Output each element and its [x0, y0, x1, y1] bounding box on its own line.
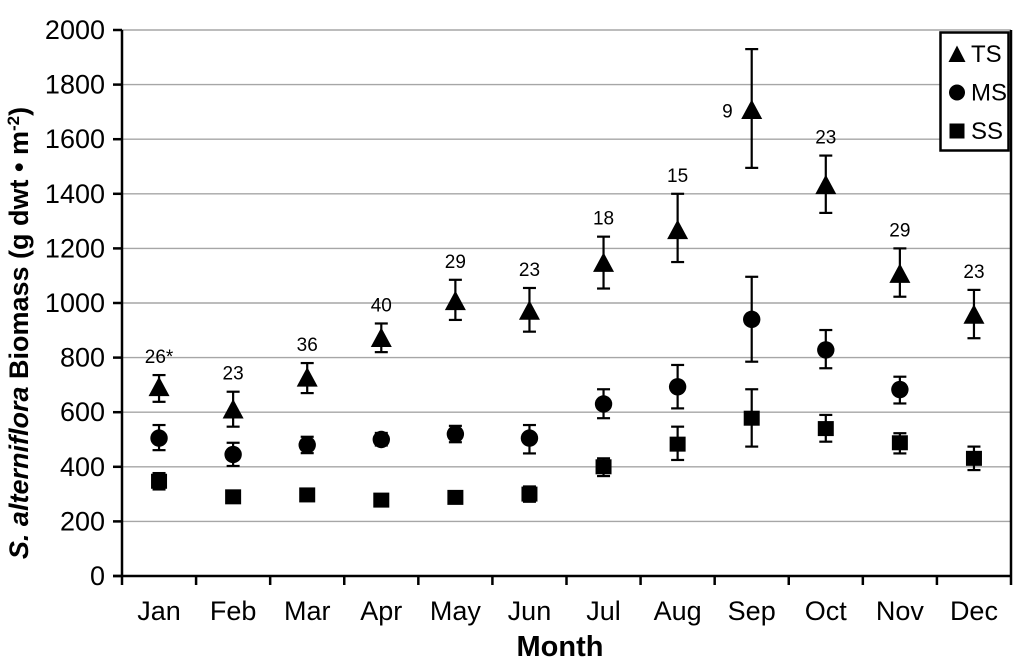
- marker-triangle-Dec: [963, 304, 985, 324]
- x-tick-label-May: May: [430, 596, 482, 626]
- marker-square-Jan: [151, 473, 168, 489]
- sample-size-label-Aug: 15: [667, 166, 688, 187]
- plot-area: 0 200 400 600 800 1000 1200 1400 1600 1800 2000 Jan…: [45, 15, 1013, 626]
- marker-square-Oct: [817, 421, 834, 437]
- x-tick-label-Jul: Jul: [586, 596, 621, 626]
- sample-size-label-Feb: 23: [223, 364, 244, 385]
- marker-circle-Mar: [298, 436, 316, 454]
- marker-square-Nov: [891, 435, 908, 451]
- marker-square-Aug: [669, 436, 686, 452]
- x-tick-label-Jun: Jun: [508, 596, 552, 626]
- marker-triangle-Oct: [815, 174, 837, 195]
- x-axis-title: Month: [517, 631, 604, 663]
- y-tick-label-800: 800: [60, 343, 105, 373]
- legend-label-ss: SS: [971, 118, 1003, 145]
- y-tick-label-200: 200: [60, 506, 105, 536]
- marker-triangle-Apr: [370, 327, 392, 347]
- x-tick-label-Dec: Dec: [950, 596, 998, 626]
- legend-label-ms: MS: [971, 80, 1007, 107]
- marker-circle-Feb: [224, 445, 242, 464]
- marker-square-Apr: [373, 492, 390, 508]
- y-tick-label-600: 600: [60, 397, 105, 427]
- legend-item-TS: TS: [948, 41, 1002, 68]
- x-tick-label-Oct: Oct: [805, 596, 848, 626]
- legend-item-MS: MS: [949, 80, 1007, 107]
- y-tick-label-1000: 1000: [45, 288, 105, 318]
- y-tick-label-0: 0: [90, 561, 105, 591]
- legend: TS MS SS: [939, 31, 1010, 152]
- x-tick-label-Aug: Aug: [654, 596, 702, 626]
- marker-triangle-Nov: [889, 263, 911, 283]
- x-tick-label-Nov: Nov: [876, 596, 925, 626]
- marker-triangle-Aug: [667, 219, 689, 240]
- x-tick-label-Mar: Mar: [284, 596, 331, 626]
- marker-circle-Nov: [891, 380, 909, 399]
- x-tick-label-Jan: Jan: [137, 596, 181, 626]
- sample-size-label-Oct: 23: [815, 128, 836, 149]
- y-tick-label-2000: 2000: [45, 15, 105, 45]
- marker-circle-May: [446, 425, 465, 443]
- marker-circle-Jan: [150, 429, 168, 447]
- x-tick-label-Feb: Feb: [210, 596, 257, 626]
- marker-circle-Apr: [372, 430, 390, 449]
- legend-label-ts: TS: [971, 41, 1002, 68]
- marker-triangle-Feb: [222, 399, 244, 419]
- y-tick-label-1600: 1600: [45, 124, 105, 154]
- sample-size-label-Apr: 40: [371, 295, 392, 316]
- circle-icon: [949, 84, 965, 101]
- marker-triangle-Sep: [741, 99, 763, 120]
- marker-circle-Aug: [668, 378, 687, 396]
- sample-size-label-Jul: 18: [593, 209, 614, 230]
- x-tick-label-Apr: Apr: [360, 596, 402, 626]
- square-icon: [949, 123, 965, 139]
- sample-size-label-Nov: 29: [889, 220, 910, 241]
- marker-triangle-May: [444, 290, 466, 311]
- marker-square-Feb: [225, 489, 242, 505]
- marker-triangle-Jul: [593, 252, 615, 272]
- legend-item-SS: SS: [949, 118, 1003, 145]
- marker-triangle-Jan: [148, 376, 170, 397]
- sample-size-label-May: 29: [445, 252, 466, 273]
- sample-size-label-Jan: 26*: [145, 347, 174, 368]
- marker-square-Mar: [299, 487, 316, 503]
- sample-size-label-Dec: 23: [963, 262, 984, 283]
- y-tick-label-1400: 1400: [45, 179, 105, 209]
- y-tick-label-1800: 1800: [45, 70, 105, 100]
- y-tick-label-400: 400: [60, 452, 105, 482]
- sample-size-label-Sep: 9: [722, 102, 733, 123]
- marker-square-Dec: [965, 450, 982, 466]
- marker-circle-Jul: [594, 395, 613, 413]
- triangle-icon: [948, 45, 966, 62]
- marker-triangle-Mar: [296, 367, 318, 387]
- sample-size-label-Mar: 36: [297, 335, 318, 356]
- x-tick-label-Sep: Sep: [728, 596, 776, 626]
- marker-circle-Sep: [743, 310, 761, 329]
- marker-square-Jun: [521, 486, 538, 502]
- y-axis-title: S. alterniflora Biomass (g dwt • m-2): [4, 107, 34, 559]
- marker-square-Jul: [595, 459, 612, 475]
- y-tick-label-1200: 1200: [45, 233, 105, 263]
- marker-circle-Oct: [817, 341, 835, 359]
- sample-size-label-Jun: 23: [519, 260, 540, 281]
- marker-square-May: [447, 489, 464, 505]
- marker-triangle-Jun: [518, 300, 540, 320]
- marker-circle-Jun: [520, 429, 539, 447]
- marker-square-Sep: [743, 410, 760, 426]
